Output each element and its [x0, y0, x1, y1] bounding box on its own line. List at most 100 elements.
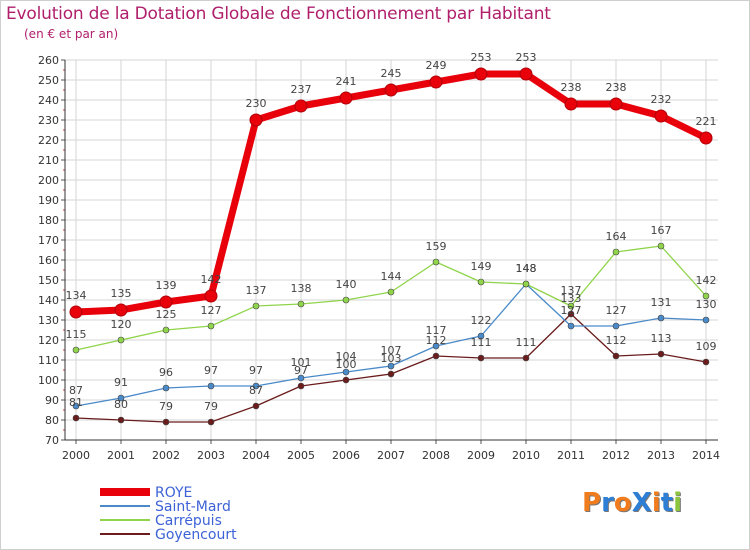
data-label: 97	[294, 364, 308, 377]
data-point	[477, 278, 485, 286]
data-label: 137	[246, 284, 267, 297]
legend-entry: Goyencourt	[155, 527, 237, 543]
data-point	[69, 305, 83, 319]
data-point	[432, 352, 440, 360]
data-point	[702, 316, 710, 324]
data-label: 127	[201, 304, 222, 317]
data-label: 127	[606, 304, 627, 317]
data-label: 100	[336, 358, 357, 371]
data-point	[657, 314, 665, 322]
data-label: 87	[69, 384, 83, 397]
x-tick-label: 2001	[107, 449, 135, 462]
data-label: 107	[381, 344, 402, 357]
data-label: 139	[156, 279, 177, 292]
data-point	[567, 310, 575, 318]
y-tick-label: 150	[38, 274, 59, 287]
x-tick-label: 2003	[197, 449, 225, 462]
data-point	[477, 332, 485, 340]
logo-letter: i	[673, 488, 683, 518]
data-label: 237	[291, 83, 312, 96]
data-point	[294, 99, 308, 113]
data-label: 112	[606, 334, 627, 347]
data-label: 138	[291, 282, 312, 295]
data-point	[477, 354, 485, 362]
y-tick-label: 210	[38, 154, 59, 167]
data-label: 142	[696, 274, 717, 287]
data-label: 104	[336, 350, 357, 363]
y-tick-label: 90	[45, 394, 59, 407]
logo-letter: r	[601, 488, 614, 518]
data-point	[72, 414, 80, 422]
logo-letter: X	[631, 488, 652, 518]
data-label: 149	[471, 260, 492, 273]
data-point	[342, 296, 350, 304]
data-point	[162, 418, 170, 426]
x-tick-label: 2004	[242, 449, 270, 462]
data-label: 97	[204, 364, 218, 377]
data-label: 164	[606, 230, 627, 243]
data-label: 253	[516, 51, 537, 64]
data-point	[252, 302, 260, 310]
data-label: 80	[114, 398, 128, 411]
axes-layer: 7080901001101201301401501601701801902002…	[38, 54, 720, 462]
data-label: 159	[426, 240, 447, 253]
y-tick-label: 110	[38, 354, 59, 367]
data-label: 120	[111, 318, 132, 331]
y-tick-label: 140	[38, 294, 59, 307]
data-label: 230	[246, 97, 267, 110]
data-label: 167	[651, 224, 672, 237]
chart-title: Evolution de la Dotation Globale de Fonc…	[6, 4, 551, 24]
y-tick-label: 130	[38, 314, 59, 327]
data-point	[699, 131, 713, 145]
data-point	[474, 67, 488, 81]
data-point	[207, 418, 215, 426]
data-point	[522, 354, 530, 362]
data-label: 232	[651, 93, 672, 106]
chart-subtitle: (en € et par an)	[24, 27, 119, 41]
data-point	[432, 258, 440, 266]
data-label: 148	[516, 262, 537, 275]
data-point	[117, 336, 125, 344]
y-tick-label: 80	[45, 414, 59, 427]
logo-letter: i	[651, 488, 661, 518]
data-point	[297, 300, 305, 308]
data-point	[702, 358, 710, 366]
data-label: 148	[516, 262, 537, 275]
data-label: 241	[336, 75, 357, 88]
data-point	[339, 91, 353, 105]
data-point	[252, 382, 260, 390]
data-label: 140	[336, 278, 357, 291]
data-label: 111	[471, 336, 492, 349]
data-point	[207, 382, 215, 390]
data-point	[162, 384, 170, 392]
data-label: 79	[159, 400, 173, 413]
data-label: 253	[471, 51, 492, 64]
series-layer	[69, 67, 713, 426]
data-point	[612, 352, 620, 360]
data-point	[387, 370, 395, 378]
x-tick-label: 2013	[647, 449, 675, 462]
logo-letter: o	[613, 488, 632, 518]
data-point	[612, 322, 620, 330]
data-point	[654, 109, 668, 123]
y-tick-label: 260	[38, 54, 59, 67]
data-label: 137	[561, 284, 582, 297]
y-tick-label: 160	[38, 254, 59, 267]
y-tick-label: 180	[38, 214, 59, 227]
data-label: 113	[651, 332, 672, 345]
logo-letter: P	[582, 488, 602, 518]
data-point	[342, 368, 350, 376]
data-point	[72, 346, 80, 354]
x-tick-label: 2010	[512, 449, 540, 462]
data-point	[117, 394, 125, 402]
data-point	[204, 289, 218, 303]
data-label: 245	[381, 67, 402, 80]
y-tick-label: 100	[38, 374, 59, 387]
data-point	[387, 362, 395, 370]
legend-entry: Saint-Mard	[155, 499, 231, 515]
data-point	[657, 350, 665, 358]
x-tick-label: 2014	[692, 449, 720, 462]
data-point	[387, 288, 395, 296]
data-label: 133	[561, 292, 582, 305]
